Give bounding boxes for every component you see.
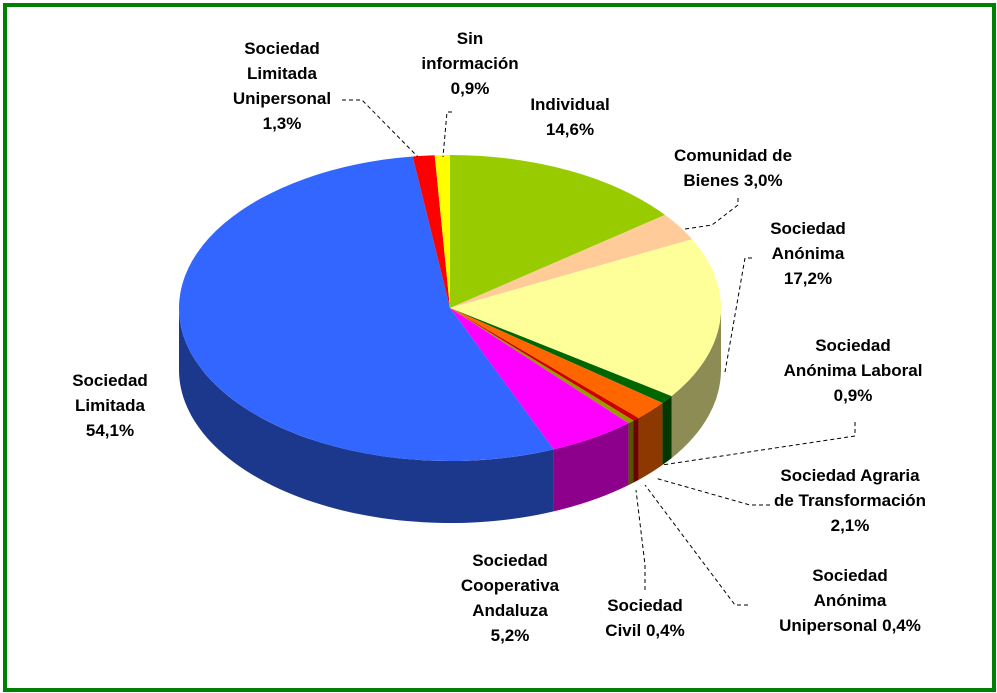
value-label: 5,2% xyxy=(490,626,530,645)
slice-label: Sociedad Limitada Unipersonal 1,3% xyxy=(233,36,331,136)
pie-slice-side xyxy=(628,420,634,486)
leader-lines xyxy=(342,99,856,606)
pie-slice xyxy=(450,308,672,404)
pie-slice-side xyxy=(662,396,672,466)
pie-slice xyxy=(450,239,721,397)
leader-line xyxy=(644,484,748,606)
pie-sides xyxy=(179,308,721,523)
value-label: 0,9% xyxy=(450,79,490,98)
slice-label: Sociedad Anónima Unipersonal 0,4% xyxy=(779,563,921,638)
pie-slice-side xyxy=(553,423,629,512)
pie-slice xyxy=(179,156,554,462)
value-label: 14,6% xyxy=(545,120,595,139)
pie-slice xyxy=(450,308,634,424)
category-name: Sociedad Anónima xyxy=(770,219,846,263)
pie-slice-side xyxy=(671,308,721,459)
leader-line xyxy=(724,257,752,373)
value-label: 17,2% xyxy=(783,269,833,288)
pie-slice-side xyxy=(633,417,639,483)
pie-slice xyxy=(450,214,693,308)
pie-slice-side xyxy=(638,403,663,480)
category-name: Sociedad Civil xyxy=(605,596,683,640)
category-name: Sociedad Limitada Unipersonal xyxy=(232,39,332,108)
category-name: Individual xyxy=(530,95,610,114)
slice-label: Comunidad de Bienes 3,0% xyxy=(674,143,792,193)
pie-slice xyxy=(450,155,666,308)
value-label: 3,0% xyxy=(743,171,783,190)
leader-line xyxy=(661,422,856,466)
value-label: 0,4% xyxy=(645,621,685,640)
leader-line xyxy=(342,99,419,158)
slice-label: Sociedad Cooperativa Andaluza 5,2% xyxy=(461,548,559,648)
pie-slice xyxy=(434,155,450,308)
slice-label: Sociedad Civil 0,4% xyxy=(605,593,684,643)
category-name: Sociedad Cooperativa Andaluza xyxy=(460,551,560,620)
value-label: 2,1% xyxy=(830,516,870,535)
value-label: 0,9% xyxy=(833,386,873,405)
category-name: Sociedad Anónima Laboral xyxy=(783,336,923,380)
pie-slice-side xyxy=(179,308,554,523)
pie-slice xyxy=(450,308,663,418)
pie-slice xyxy=(450,308,639,421)
slice-label: Sociedad Agraria de Transformación 2,1% xyxy=(774,463,926,538)
slice-label: Sociedad Anónima Laboral 0,9% xyxy=(784,333,923,408)
leader-line xyxy=(635,489,646,590)
leader-line xyxy=(654,477,770,506)
slice-label: Sociedad Limitada 54,1% xyxy=(72,368,148,443)
pie-tops xyxy=(179,155,721,462)
leader-line xyxy=(684,198,739,230)
pie-slice xyxy=(412,155,450,308)
value-label: 1,3% xyxy=(262,114,302,133)
category-name: Sin información xyxy=(421,29,519,73)
slice-label: Individual 14,6% xyxy=(530,92,609,142)
slice-label: Sin información 0,9% xyxy=(421,26,518,101)
value-label: 54,1% xyxy=(85,421,135,440)
category-name: Sociedad Agraria de Transformación xyxy=(773,466,927,510)
leader-line xyxy=(442,111,452,158)
chart-frame xyxy=(3,3,996,692)
value-label: 0,4% xyxy=(882,616,921,635)
slice-label: Sociedad Anónima 17,2% xyxy=(770,216,846,291)
category-name: Comunidad de Bienes xyxy=(673,146,793,190)
category-name: Sociedad Limitada xyxy=(72,371,148,415)
pie-slice xyxy=(450,308,629,450)
category-name: Sociedad Anónima Unipersonal xyxy=(779,566,888,635)
